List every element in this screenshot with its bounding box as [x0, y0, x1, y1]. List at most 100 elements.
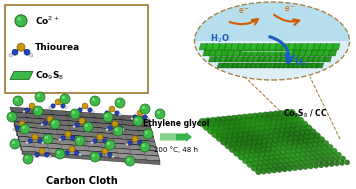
Circle shape: [138, 141, 142, 145]
Polygon shape: [257, 57, 266, 62]
Circle shape: [262, 159, 269, 166]
Circle shape: [269, 150, 276, 157]
Circle shape: [255, 143, 262, 150]
Circle shape: [85, 123, 89, 127]
Circle shape: [29, 128, 31, 131]
Polygon shape: [290, 57, 299, 62]
Polygon shape: [227, 50, 235, 56]
Circle shape: [82, 103, 88, 109]
Circle shape: [25, 108, 29, 112]
Circle shape: [214, 117, 223, 125]
Circle shape: [276, 145, 282, 152]
Circle shape: [276, 167, 282, 173]
Circle shape: [319, 158, 325, 164]
Circle shape: [268, 159, 274, 165]
Circle shape: [73, 125, 75, 128]
Polygon shape: [240, 63, 249, 68]
Circle shape: [283, 162, 288, 168]
Polygon shape: [226, 63, 235, 68]
Polygon shape: [243, 43, 252, 50]
Polygon shape: [297, 63, 305, 68]
Circle shape: [203, 122, 211, 131]
Circle shape: [255, 147, 261, 154]
Circle shape: [253, 130, 260, 138]
Circle shape: [238, 127, 246, 135]
Circle shape: [261, 116, 268, 124]
Circle shape: [60, 94, 70, 104]
Circle shape: [33, 155, 35, 158]
Polygon shape: [218, 43, 226, 50]
Polygon shape: [18, 136, 156, 150]
Polygon shape: [274, 57, 282, 62]
Circle shape: [307, 142, 313, 148]
Circle shape: [219, 121, 227, 129]
Circle shape: [143, 129, 153, 139]
Circle shape: [143, 115, 147, 119]
Circle shape: [261, 112, 269, 120]
Circle shape: [252, 135, 259, 142]
Polygon shape: [304, 50, 313, 56]
Circle shape: [12, 49, 18, 55]
Polygon shape: [325, 43, 334, 50]
Circle shape: [92, 98, 95, 101]
Circle shape: [260, 147, 267, 153]
Polygon shape: [14, 122, 152, 136]
Circle shape: [35, 153, 39, 157]
Circle shape: [285, 122, 292, 130]
Text: 200 °C, 48 h: 200 °C, 48 h: [154, 146, 198, 153]
Circle shape: [244, 122, 252, 130]
Circle shape: [279, 127, 286, 135]
Polygon shape: [328, 50, 337, 56]
Circle shape: [255, 169, 262, 175]
Circle shape: [43, 134, 53, 144]
Circle shape: [284, 127, 292, 134]
Circle shape: [276, 141, 283, 148]
Circle shape: [209, 117, 218, 126]
Text: Ethylene glycol: Ethylene glycol: [143, 119, 209, 128]
Circle shape: [218, 125, 226, 133]
Circle shape: [248, 152, 255, 159]
Circle shape: [320, 154, 326, 159]
Circle shape: [299, 130, 306, 137]
Circle shape: [252, 160, 258, 167]
Circle shape: [290, 122, 298, 129]
Polygon shape: [245, 50, 253, 56]
Circle shape: [115, 98, 125, 108]
Polygon shape: [11, 112, 149, 127]
Polygon shape: [241, 57, 250, 62]
Circle shape: [127, 158, 130, 161]
Polygon shape: [307, 57, 315, 62]
Circle shape: [108, 126, 112, 130]
Circle shape: [273, 132, 280, 140]
Circle shape: [231, 137, 239, 144]
Circle shape: [272, 163, 278, 169]
Polygon shape: [252, 57, 261, 62]
Circle shape: [309, 133, 315, 140]
Circle shape: [107, 142, 110, 145]
Circle shape: [277, 110, 285, 118]
Circle shape: [281, 119, 288, 126]
Circle shape: [23, 110, 25, 113]
Polygon shape: [256, 43, 265, 50]
Polygon shape: [268, 63, 277, 68]
Circle shape: [238, 153, 245, 160]
Circle shape: [261, 168, 267, 174]
Circle shape: [309, 129, 316, 136]
Circle shape: [79, 153, 81, 156]
Circle shape: [278, 158, 284, 164]
Circle shape: [112, 121, 118, 127]
Polygon shape: [331, 43, 340, 50]
Circle shape: [323, 140, 329, 146]
Circle shape: [298, 160, 304, 166]
Circle shape: [248, 126, 256, 134]
Polygon shape: [239, 50, 247, 56]
Polygon shape: [19, 141, 159, 156]
Circle shape: [326, 149, 332, 154]
Circle shape: [147, 117, 149, 120]
Circle shape: [90, 152, 100, 162]
Polygon shape: [10, 71, 33, 79]
Circle shape: [287, 166, 293, 171]
Circle shape: [107, 141, 109, 144]
Circle shape: [230, 141, 237, 149]
Polygon shape: [221, 50, 229, 56]
